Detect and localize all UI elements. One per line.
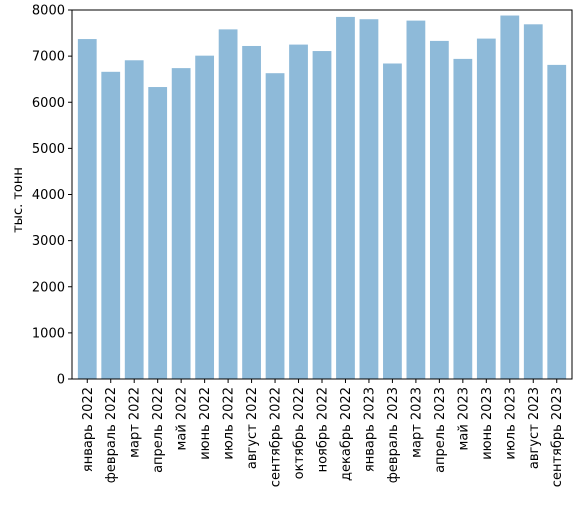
y-tick-label-1: 1000 — [32, 326, 65, 341]
x-tick-label-1: февраль 2022 — [104, 387, 119, 483]
x-axis: январь 2022 февраль 2022 март 2022 апрель 2… — [81, 379, 565, 487]
x-tick-label-7: август 2022 — [245, 387, 260, 469]
bar-15 — [429, 40, 449, 380]
x-tick-label-15: апрель 2023 — [433, 387, 448, 473]
bar-10 — [312, 51, 332, 380]
bar-4 — [171, 68, 191, 380]
y-tick-label-3: 3000 — [32, 234, 65, 249]
x-tick-label-5: июнь 2022 — [198, 387, 213, 460]
x-tick-label-19: август 2023 — [527, 387, 542, 469]
bar-16 — [453, 58, 473, 380]
bar-0 — [77, 39, 97, 380]
y-tick-label-2: 2000 — [32, 280, 65, 295]
bar-18 — [500, 15, 520, 379]
bar-1 — [101, 71, 121, 380]
bar-14 — [406, 20, 426, 379]
x-tick-label-18: июль 2023 — [503, 387, 518, 460]
y-axis: 0 1000 2000 3000 4000 5000 6000 7000 8000 — [32, 4, 72, 388]
y-tick-label-5: 5000 — [32, 142, 65, 157]
x-tick-label-9: октябрь 2022 — [292, 387, 307, 479]
bar-17 — [476, 38, 496, 379]
y-axis-label: тыс. тонн — [11, 167, 26, 233]
bar-3 — [148, 87, 168, 379]
x-tick-label-10: ноябрь 2022 — [316, 387, 331, 472]
x-tick-label-13: февраль 2023 — [386, 387, 401, 483]
y-tick-label-8: 8000 — [32, 4, 65, 19]
x-tick-label-17: июнь 2023 — [480, 387, 495, 460]
x-tick-label-14: март 2023 — [409, 387, 424, 458]
bar-7 — [242, 45, 261, 379]
x-tick-label-4: май 2022 — [175, 387, 190, 450]
bar-13 — [383, 63, 402, 379]
bar-11 — [336, 16, 355, 379]
y-tick-label-7: 7000 — [32, 50, 65, 65]
bar-8 — [265, 73, 285, 379]
y-tick-label-0: 0 — [57, 373, 65, 388]
x-tick-label-3: апрель 2022 — [151, 387, 166, 473]
x-tick-label-0: январь 2022 — [81, 387, 96, 472]
x-tick-label-2: март 2022 — [128, 387, 143, 458]
x-tick-label-16: май 2023 — [456, 387, 471, 450]
plot-frame — [71, 9, 573, 380]
x-tick-label-8: сентябрь 2022 — [269, 387, 284, 487]
bar-5 — [195, 55, 215, 379]
bar-6 — [218, 29, 238, 380]
bar-19 — [523, 24, 543, 380]
bar-20 — [547, 64, 567, 380]
bar-9 — [289, 44, 308, 379]
x-tick-label-20: сентябрь 2023 — [550, 387, 565, 487]
x-tick-label-6: июль 2022 — [222, 387, 237, 460]
bar-12 — [359, 19, 379, 379]
y-tick-label-4: 4000 — [32, 188, 65, 203]
bars-group — [77, 15, 567, 380]
y-tick-label-6: 6000 — [32, 96, 65, 111]
x-tick-label-11: декабрь 2022 — [339, 387, 354, 481]
x-tick-label-12: январь 2023 — [362, 387, 377, 472]
bar-2 — [124, 60, 144, 380]
